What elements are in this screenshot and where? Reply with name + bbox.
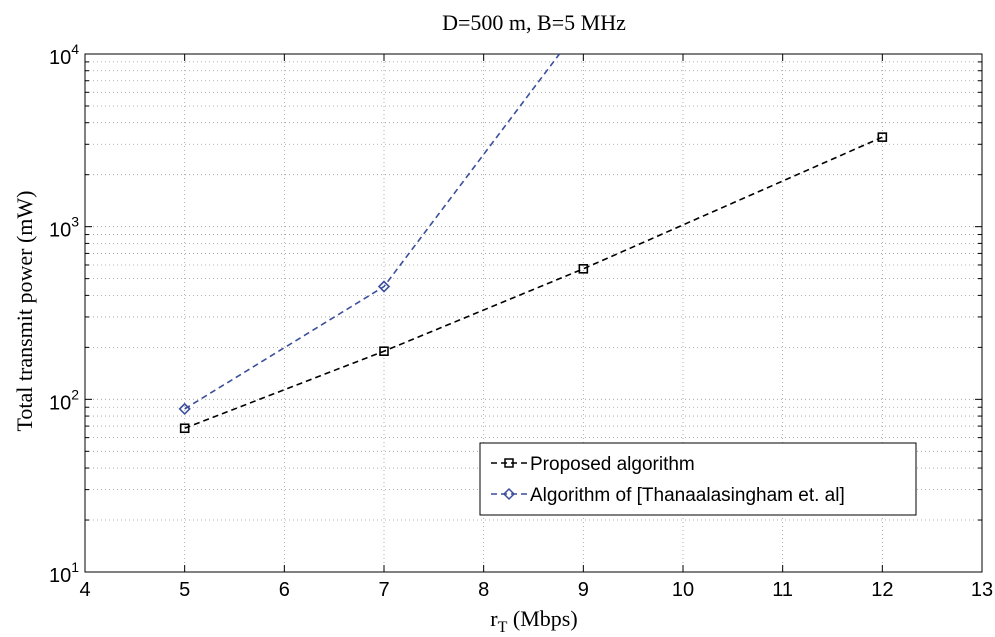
series xyxy=(178,53,888,434)
data-point-0 xyxy=(179,423,190,434)
legend-label-thanaalasingham: Algorithm of [Thanaalasingham et. al] xyxy=(530,485,845,506)
data-point-0 xyxy=(379,346,389,357)
legend: Proposed algorithm Algorithm of [Thanaal… xyxy=(479,442,917,516)
y-tick-label-base: 10 xyxy=(49,392,71,414)
y-axis-label: Total transmit power (mW) xyxy=(12,190,37,431)
x-tick-label: 5 xyxy=(179,579,190,601)
legend-marker-thanaalasingham xyxy=(502,487,516,501)
y-tick-label: 103 xyxy=(49,214,79,242)
y-tick-label: 104 xyxy=(49,41,79,69)
legend-marker-proposed xyxy=(504,458,514,468)
x-tick-label: 11 xyxy=(772,579,793,601)
y-tick-label: 102 xyxy=(49,386,79,414)
x-tick-label: 6 xyxy=(279,579,290,601)
data-point-1 xyxy=(377,280,391,293)
y-tick-label-base: 10 xyxy=(49,47,71,69)
x-tick-label: 8 xyxy=(478,579,489,601)
y-tick-label-exponent: 2 xyxy=(71,386,79,402)
y-tick-label-exponent: 4 xyxy=(71,41,79,57)
x-axis-label-subscript: T xyxy=(498,619,508,636)
data-point-1 xyxy=(178,402,191,416)
x-tick-label: 10 xyxy=(672,579,694,601)
x-tick-label: 9 xyxy=(578,579,589,601)
x-axis-label: rT (Mbps) xyxy=(490,606,577,636)
y-tick-label-exponent: 1 xyxy=(71,559,79,575)
y-tick-label-base: 10 xyxy=(49,220,71,242)
x-tick-label: 7 xyxy=(378,579,389,601)
x-tick-label: 12 xyxy=(871,579,893,601)
series-line-1 xyxy=(184,53,561,410)
chart-title: D=500 m, B=5 MHz xyxy=(442,10,626,35)
series-line-0 xyxy=(184,136,883,429)
y-tick-label-base: 10 xyxy=(49,565,71,587)
x-axis-label-rest: (Mbps) xyxy=(507,606,577,631)
plot-area xyxy=(84,53,983,573)
y-tick-label-exponent: 3 xyxy=(71,214,79,230)
x-tick-label: 13 xyxy=(971,579,993,601)
data-point-0 xyxy=(578,264,589,274)
legend-label-proposed: Proposed algorithm xyxy=(530,454,695,475)
legend-box xyxy=(479,442,917,516)
y-tick-label: 101 xyxy=(49,559,79,587)
x-axis-label-main: r xyxy=(490,606,498,631)
data-point-0 xyxy=(877,132,888,142)
x-tick-label: 4 xyxy=(79,579,90,601)
